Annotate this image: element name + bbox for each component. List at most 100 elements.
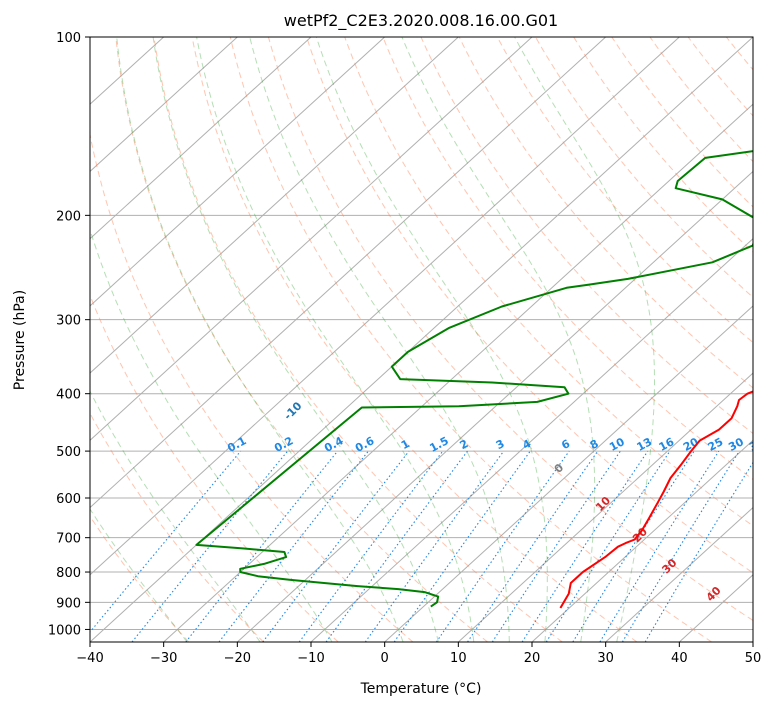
mixing-ratio-line	[185, 450, 339, 642]
dry-adiabat-line	[649, 37, 753, 163]
moist-adiabat-label: 30	[659, 556, 679, 576]
mixing-ratio-label: 0.6	[353, 434, 377, 455]
mixing-ratio-line	[467, 450, 599, 642]
moist-adiabat-label: 10	[593, 494, 613, 514]
dry-adiabat-line	[267, 37, 753, 622]
y-tick-label: 600	[56, 492, 81, 507]
mixing-ratio-label: 16	[657, 435, 677, 454]
moist-adiabat-line	[116, 37, 404, 642]
moist-adiabat-label: 40	[704, 584, 724, 604]
plot-frame	[89, 36, 754, 643]
x-tick-label: 50	[745, 651, 762, 666]
mixing-ratio-line	[491, 450, 621, 642]
background-lines	[90, 37, 775, 642]
sounding-series	[195, 150, 753, 609]
plot-area: 0.10.20.40.611.52346810131620253036-100-…	[90, 37, 775, 642]
isotherm-line	[605, 506, 753, 642]
x-tick-label: −10	[297, 651, 324, 666]
dry-adiabat-line	[90, 515, 190, 642]
isotherm-line	[236, 170, 753, 642]
moist-adiabat-line	[196, 37, 475, 642]
isotherm-line	[384, 305, 753, 642]
mixing-ratio-label: 1.5	[427, 434, 450, 455]
x-tick-label: 40	[671, 651, 688, 666]
isotherm-line	[90, 37, 459, 374]
mixing-ratio-label: 25	[706, 435, 726, 454]
x-tick-label: 20	[524, 651, 541, 666]
mixing-ratio-line	[325, 450, 468, 642]
y-tick-label: 700	[56, 532, 81, 547]
mixing-ratio-line	[298, 450, 444, 642]
dry-adiabat-line	[496, 37, 753, 344]
dry-adiabat-line	[382, 37, 753, 481]
y-tick-label: 1000	[48, 623, 81, 638]
mixing-ratio-label: 2	[458, 437, 471, 452]
y-axis-label: Pressure (hPa)	[12, 290, 28, 390]
dewpoint-profile-line	[195, 150, 753, 608]
mixing-ratio-label: 6	[559, 437, 572, 452]
y-tick-label: 200	[56, 209, 81, 224]
isotherm-line	[90, 37, 753, 642]
isotherm-line	[90, 37, 533, 442]
isotherm-line	[531, 439, 753, 642]
axes: −40 −30 −20 −10 0 10 20 30 40 5010020030040050060…	[48, 31, 761, 666]
mixing-ratio-line	[131, 450, 289, 642]
mixing-ratio-label: 8	[588, 437, 601, 452]
moist-adiabat-line	[90, 390, 261, 642]
chart-title: wetPf2_C2E3.2020.008.16.00.G01	[284, 11, 558, 31]
mixing-ratio-line	[435, 450, 570, 642]
isotherm-line	[90, 37, 312, 240]
y-tick-label: 500	[56, 445, 81, 460]
moist-adiabat-label: 20	[630, 525, 650, 545]
y-tick-label: 300	[56, 314, 81, 329]
dry-adiabat-line	[725, 37, 753, 71]
moist-adiabat-line	[401, 37, 596, 642]
x-tick-label: 0	[381, 651, 389, 666]
temperature-profile-line	[559, 390, 753, 609]
moist-adiabat-line	[249, 37, 510, 642]
mixing-ratio-label: 30	[726, 435, 746, 454]
mixing-ratio-label: 3	[494, 437, 507, 452]
mixing-ratio-line	[545, 450, 671, 642]
mixing-ratio-label: 0.1	[225, 434, 248, 455]
x-tick-label: 10	[450, 651, 467, 666]
dry-adiabat-line	[90, 412, 264, 642]
dry-adiabat-line	[344, 37, 753, 527]
dry-adiabat-line	[611, 37, 753, 208]
mixing-ratio-line	[262, 450, 410, 642]
mixing-ratio-line	[218, 450, 369, 642]
isotherm-line	[310, 237, 753, 642]
x-axis-label: Temperature (°C)	[360, 681, 482, 697]
dry-adiabat-label: -10	[281, 399, 304, 422]
mixing-ratio-label: 1	[399, 437, 412, 452]
dry-adiabat-line	[420, 37, 753, 435]
moist-adiabat-line	[90, 508, 188, 642]
mixing-ratio-line	[572, 450, 695, 642]
mixing-ratio-line	[90, 450, 242, 633]
mixing-ratio-line	[393, 450, 531, 642]
isotherm-line	[752, 641, 753, 642]
dry-adiabat-line	[535, 37, 753, 298]
dry-adiabat-line	[306, 37, 753, 574]
y-tick-label: 900	[56, 596, 81, 611]
mixing-ratio-line	[521, 450, 649, 642]
y-tick-label: 100	[56, 31, 81, 46]
mixing-ratio-label: 10	[607, 435, 627, 454]
mixing-ratio-line	[364, 450, 505, 642]
moist-adiabat-line	[90, 228, 333, 642]
isotherm-line	[163, 103, 753, 642]
dry-adiabat-line	[191, 37, 638, 642]
isotherm-line	[457, 372, 753, 642]
y-tick-label: 400	[56, 388, 81, 403]
mixing-ratio-line	[621, 450, 740, 642]
dry-adiabat-line	[764, 37, 775, 642]
isotherm-line	[90, 37, 607, 509]
x-tick-label: −30	[150, 651, 177, 666]
moist-adiabat-line	[152, 37, 439, 642]
dry-adiabat-line	[153, 37, 563, 642]
isotherm-line	[90, 37, 680, 576]
x-tick-label: 30	[597, 651, 614, 666]
isotherm-line	[90, 37, 386, 307]
mixing-ratio-label: 0.2	[272, 434, 295, 455]
